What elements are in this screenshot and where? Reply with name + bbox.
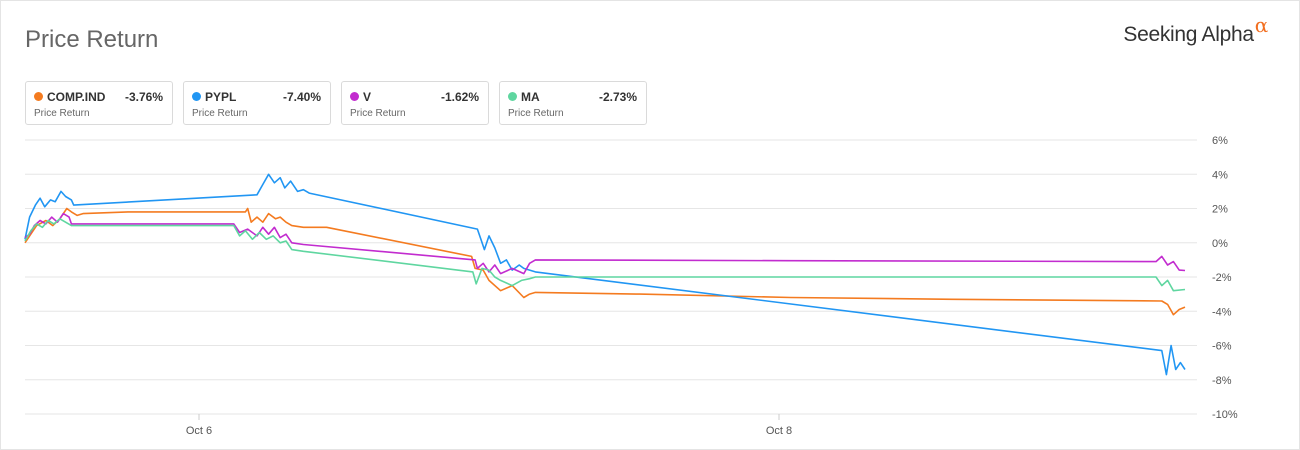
legend-value: -3.76% [124, 90, 163, 104]
y-tick-label: -6% [1212, 341, 1232, 353]
y-tick-label: 0% [1212, 238, 1228, 250]
legend-symbol: MA [521, 90, 540, 104]
x-tick-label: Oct 8 [766, 425, 792, 437]
page-title: Price Return [25, 26, 159, 53]
brand-text: Seeking Alpha [1123, 23, 1254, 46]
legend-value: -7.40% [282, 90, 321, 104]
legend-value: -1.62% [440, 90, 479, 104]
x-tick-label: Oct 6 [186, 425, 212, 437]
legend-card-pypl[interactable]: PYPL -7.40% Price Return [183, 81, 331, 125]
series-color-dot-icon [34, 92, 43, 101]
legend-label: Price Return [350, 108, 406, 119]
legend-card-v[interactable]: V -1.62% Price Return [341, 81, 489, 125]
series-color-dot-icon [192, 92, 201, 101]
series-line-v [24, 212, 1186, 275]
legend-label: Price Return [508, 108, 564, 119]
series-line-pypl [24, 173, 1186, 376]
legend-label: Price Return [192, 108, 248, 119]
series-line-comp-ind [24, 207, 1186, 316]
alpha-logo-icon: α [1254, 13, 1269, 37]
legend-symbol: V [363, 90, 372, 104]
y-tick-label: -4% [1212, 306, 1232, 318]
y-tick-label: -8% [1212, 375, 1232, 387]
legend-symbol: COMP.IND [47, 90, 106, 104]
y-tick-label: -2% [1212, 272, 1232, 284]
legend-label: Price Return [34, 108, 90, 119]
y-tick-label: 4% [1212, 169, 1228, 181]
legend-card-comp-ind[interactable]: COMP.IND -3.76% Price Return [25, 81, 173, 125]
y-tick-label: -10% [1212, 409, 1238, 421]
series-color-dot-icon [350, 92, 359, 101]
series-color-dot-icon [508, 92, 517, 101]
legend-card-ma[interactable]: MA -2.73% Price Return [499, 81, 647, 125]
y-tick-label: 2% [1212, 204, 1228, 216]
series-line-ma [24, 218, 1186, 292]
y-tick-label: 6% [1212, 135, 1228, 147]
legend-value: -2.73% [598, 90, 637, 104]
seeking-alpha-logo[interactable]: Seeking Alphaα [1123, 13, 1268, 47]
legend-symbol: PYPL [205, 90, 237, 104]
